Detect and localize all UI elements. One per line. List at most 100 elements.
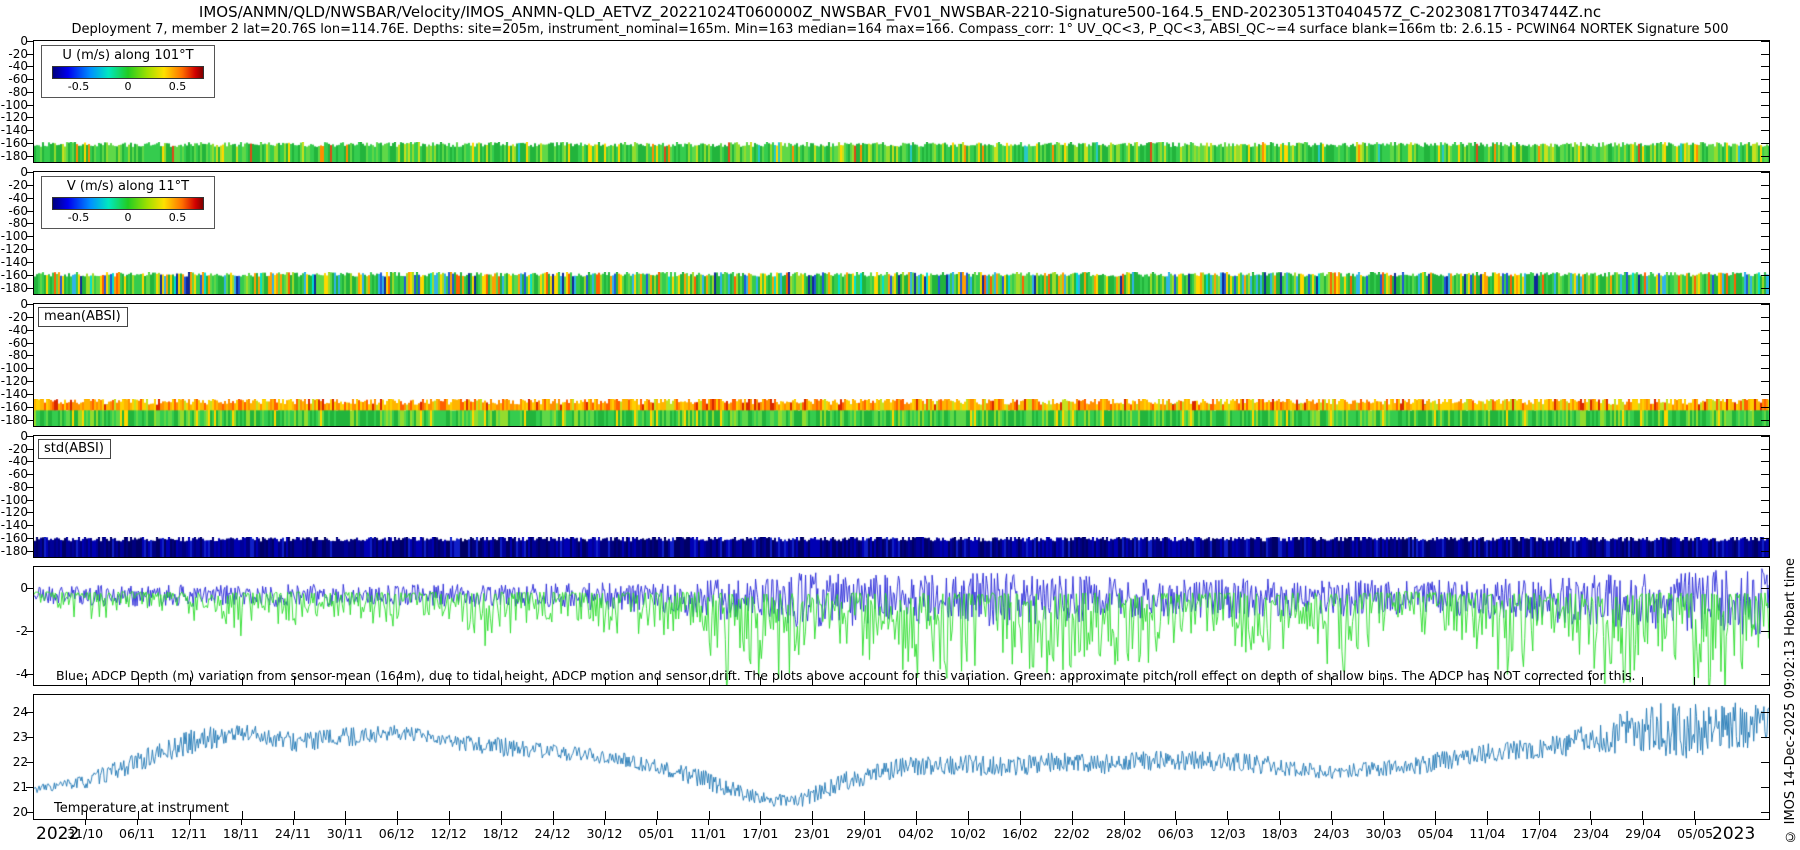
y-tick-mark: [26, 79, 34, 80]
y-tick-mark: [26, 288, 34, 289]
x-tick-mark: [916, 811, 918, 819]
x-tick-mark: [760, 677, 762, 685]
x-tick-mark: [1538, 811, 1540, 819]
panel-depth-variation: Blue: ADCP Depth (m) variation from sens…: [16, 566, 1770, 686]
v-colorbar-legend: V (m/s) along 11°T -0.5 0 0.5: [41, 176, 215, 229]
y-tick-mark: [26, 525, 34, 526]
y-tick-mark: [1761, 198, 1769, 199]
y-tick-mark: [1761, 211, 1769, 212]
y-tick-mark: [1761, 420, 1769, 421]
x-tick-mark: [812, 820, 814, 825]
x-tick-mark: [1695, 820, 1697, 825]
x-tick-label: 06/03: [1157, 826, 1194, 841]
x-tick-mark: [293, 677, 295, 685]
y-tick-label: 22: [12, 755, 28, 769]
y-tick-label: 23: [12, 730, 28, 744]
y-tick-mark: [1761, 525, 1769, 526]
x-tick-mark: [137, 820, 139, 825]
x-tick-label: 05/01: [638, 826, 675, 841]
y-tick-mark: [1761, 762, 1769, 763]
y-tick-mark: [1761, 92, 1769, 93]
y-tick-mark: [26, 156, 34, 157]
x-tick-mark: [397, 811, 399, 819]
y-tick-mark: [1761, 588, 1769, 589]
x-tick-mark: [604, 820, 606, 825]
y-tick-mark: [1761, 330, 1769, 331]
y-tick-mark: [26, 105, 34, 106]
y-tick-mark: [1761, 436, 1769, 437]
y-tick-mark: [26, 262, 34, 263]
x-tick-mark: [344, 820, 346, 825]
y-tick-mark: [1761, 275, 1769, 276]
x-tick-label: 11/01: [690, 826, 727, 841]
y-tick-mark: [26, 512, 34, 513]
x-tick-mark: [1279, 820, 1281, 825]
y-tick-mark: [1761, 368, 1769, 369]
x-tick-mark: [189, 811, 191, 819]
y-tick-label: -120: [0, 505, 28, 519]
x-tick-mark: [1227, 677, 1229, 685]
y-tick-mark: [26, 487, 34, 488]
y-tick-label: -140: [0, 387, 28, 401]
x-tick-mark: [1331, 677, 1333, 685]
x-tick-mark: [760, 811, 762, 819]
x-tick-mark: [188, 820, 190, 825]
colorbar-tick: -0.5: [67, 80, 90, 93]
y-tick-label: 20: [12, 805, 28, 819]
x-tick-mark: [397, 677, 399, 685]
y-tick-mark: [26, 117, 34, 118]
x-tick-mark: [345, 677, 347, 685]
x-tick-mark: [1694, 677, 1696, 685]
x-tick-label: 18/03: [1261, 826, 1298, 841]
y-tick-label: -180: [0, 544, 28, 558]
x-tick-mark: [967, 811, 969, 819]
x-tick-mark: [293, 811, 295, 819]
y-tick-label: 0: [20, 34, 28, 48]
y-tick-mark: [1761, 54, 1769, 55]
y-tick-mark: [26, 249, 34, 250]
y-tick-mark: [1761, 787, 1769, 788]
y-tick-label: -4: [16, 667, 28, 681]
x-tick-mark: [656, 811, 658, 819]
x-tick-mark: [1019, 811, 1021, 819]
y-tick-mark: [1761, 249, 1769, 250]
x-tick-mark: [1279, 811, 1281, 819]
colorbar-tick: 0.5: [168, 80, 187, 93]
x-tick-mark: [916, 677, 918, 685]
x-tick-mark: [708, 820, 710, 825]
x-tick-mark: [1123, 820, 1125, 825]
x-tick-mark: [1694, 811, 1696, 819]
y-tick-mark: [26, 474, 34, 475]
x-tick-mark: [1123, 811, 1125, 819]
x-tick-mark: [85, 820, 87, 825]
y-tick-label: -160: [0, 400, 28, 414]
x-tick-label: 10/02: [950, 826, 987, 841]
x-tick-mark: [1071, 820, 1073, 825]
x-tick-mark: [86, 811, 88, 819]
x-tick-mark: [1227, 811, 1229, 819]
x-tick-label: 16/02: [1001, 826, 1038, 841]
y-tick-label: -40: [8, 191, 28, 205]
y-tick-label: -140: [0, 123, 28, 137]
x-tick-mark: [1643, 820, 1645, 825]
y-tick-label: 0: [20, 165, 28, 179]
colorbar-tick: 0: [124, 211, 132, 224]
x-tick-mark: [241, 811, 243, 819]
y-tick-mark: [1761, 236, 1769, 237]
y-tick-mark: [26, 92, 34, 93]
y-tick-mark: [1761, 105, 1769, 106]
y-tick-label: 0: [20, 429, 28, 443]
x-tick-mark: [137, 811, 139, 819]
panel-mean-absi: mean(ABSI) 0 -20 -40 -60 -80 -100 -120 -140 -160…: [1, 297, 1770, 427]
x-tick-mark: [1123, 677, 1125, 685]
x-tick-label: 06/11: [119, 826, 156, 841]
x-tick-mark: [1486, 811, 1488, 819]
x-tick-mark: [1019, 820, 1021, 825]
y-tick-label: -20: [8, 178, 28, 192]
y-tick-mark: [26, 381, 34, 382]
x-tick-mark: [1487, 820, 1489, 825]
y-tick-label: -40: [8, 454, 28, 468]
y-tick-mark: [26, 737, 34, 738]
y-tick-mark: [26, 762, 34, 763]
